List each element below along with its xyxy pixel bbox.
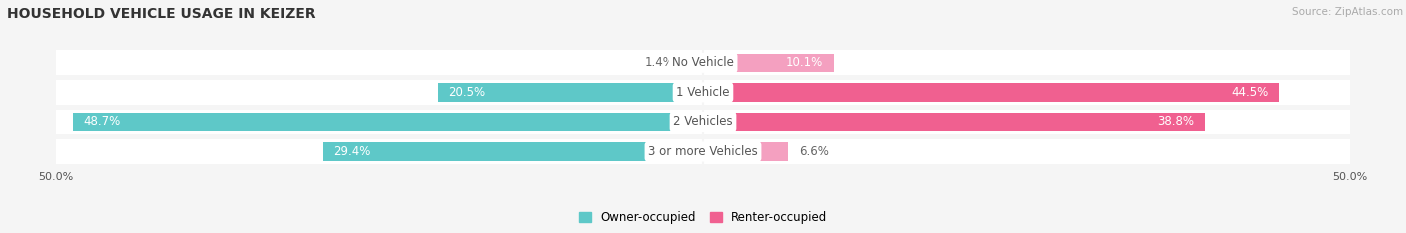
Bar (56, 80, 1350, 105)
Text: 1.4%: 1.4% (645, 56, 675, 69)
Text: HOUSEHOLD VEHICLE USAGE IN KEIZER: HOUSEHOLD VEHICLE USAGE IN KEIZER (7, 7, 316, 21)
Bar (685, 54, 703, 72)
Text: 6.6%: 6.6% (799, 145, 828, 158)
Bar (703, 142, 789, 161)
Bar (323, 142, 703, 161)
Text: 2 Vehicles: 2 Vehicles (673, 116, 733, 128)
Text: 29.4%: 29.4% (333, 145, 370, 158)
Legend: Owner-occupied, Renter-occupied: Owner-occupied, Renter-occupied (574, 206, 832, 229)
Text: No Vehicle: No Vehicle (672, 56, 734, 69)
Bar (437, 83, 703, 102)
Text: 38.8%: 38.8% (1157, 116, 1195, 128)
Text: Source: ZipAtlas.com: Source: ZipAtlas.com (1292, 7, 1403, 17)
Text: 20.5%: 20.5% (449, 86, 485, 99)
Bar (703, 54, 834, 72)
Bar (56, 139, 1350, 164)
Text: 3 or more Vehicles: 3 or more Vehicles (648, 145, 758, 158)
Text: 44.5%: 44.5% (1232, 86, 1268, 99)
Text: 48.7%: 48.7% (83, 116, 121, 128)
Text: 1 Vehicle: 1 Vehicle (676, 86, 730, 99)
Text: 10.1%: 10.1% (786, 56, 824, 69)
Bar (703, 83, 1278, 102)
Bar (703, 113, 1205, 131)
Bar (73, 113, 703, 131)
Bar (56, 50, 1350, 75)
Bar (56, 110, 1350, 134)
